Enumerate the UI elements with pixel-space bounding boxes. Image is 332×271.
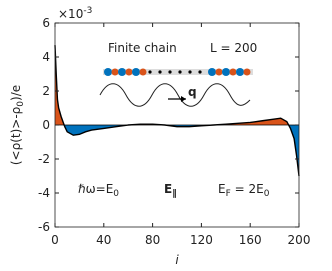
inset: Finite chain L = 200 q — [99, 41, 257, 107]
x-tick-label: 0 — [51, 233, 59, 247]
atom — [132, 68, 140, 76]
chain-dot — [158, 70, 162, 74]
y-tick-label: -2 — [38, 152, 50, 166]
exp-power: -3 — [83, 6, 92, 16]
y-tick-label: 6 — [42, 16, 50, 30]
atom — [111, 68, 119, 76]
atom — [139, 68, 147, 76]
x-tick-label: 40 — [96, 233, 111, 247]
atom — [208, 68, 216, 76]
chain-dot — [188, 70, 192, 74]
negative-area — [55, 125, 299, 176]
chain-bar — [103, 69, 253, 75]
annotation: ℏω=E0 — [78, 182, 119, 199]
annotation-main: ℏω=E — [78, 182, 113, 196]
annotation-sub: 0 — [113, 189, 119, 199]
y-label-tail: )/e — [9, 85, 23, 101]
y-tick-label: 4 — [42, 50, 50, 64]
x-axis-label: i — [175, 253, 179, 267]
y-label-main: (<ρ(t)>-ρ — [9, 107, 23, 165]
arrow-head — [181, 96, 186, 102]
y-tick-label: 2 — [42, 84, 50, 98]
annotation-main: E — [164, 182, 172, 196]
y-label-sub: 0 — [16, 101, 26, 107]
annotation: EF = 2E0 — [218, 182, 270, 199]
annotation-sub: F — [226, 189, 231, 199]
annotation: E∥ — [164, 182, 177, 199]
x-tick-label: 200 — [288, 233, 311, 247]
annotation-sub: 0 — [264, 189, 270, 199]
x-tick-label: 160 — [239, 233, 262, 247]
x-tick-label: 120 — [190, 233, 213, 247]
y-tick-label: -4 — [38, 186, 50, 200]
inset-length: L = 200 — [210, 41, 257, 55]
positive-area — [55, 45, 299, 125]
atom — [243, 68, 251, 76]
annotation-tail: = 2E — [231, 182, 264, 196]
y-exponent: ×10-3 — [58, 6, 92, 21]
atom — [229, 68, 237, 76]
chain-dot — [168, 70, 172, 74]
wave — [99, 83, 251, 107]
y-tick-label: 0 — [42, 118, 50, 132]
atom — [104, 68, 112, 76]
wave-label: q — [188, 85, 197, 99]
atom — [222, 68, 230, 76]
chain-dot — [198, 70, 202, 74]
data-line — [54, 45, 300, 177]
y-tick-label: -6 — [38, 220, 50, 234]
annotation-main: E — [218, 182, 226, 196]
atom — [118, 68, 126, 76]
annotation-sub: ∥ — [172, 189, 177, 199]
inset-title: Finite chain — [108, 41, 177, 55]
chain-dot — [148, 70, 152, 74]
atom — [215, 68, 223, 76]
atom — [236, 68, 244, 76]
y-axis-label: (<ρ(t)>-ρ0)/e — [9, 85, 26, 165]
x-tick-label: 80 — [145, 233, 160, 247]
atom — [125, 68, 133, 76]
exp-base: ×10 — [58, 7, 83, 21]
chain-dot — [178, 70, 182, 74]
